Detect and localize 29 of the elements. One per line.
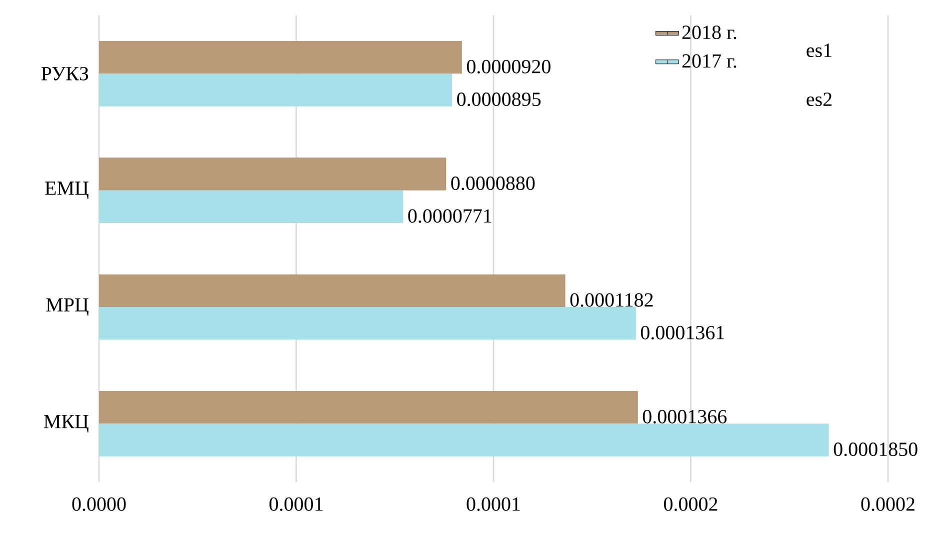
data-label: 0.0000920 xyxy=(466,60,550,74)
bar xyxy=(99,424,829,456)
y-tick-label: ЕМЦ xyxy=(45,182,88,200)
bar xyxy=(99,391,638,424)
x-tick-label: 0.0000 xyxy=(72,497,126,511)
bar xyxy=(99,190,404,224)
annotation: es2 xyxy=(806,92,832,106)
y-tick-label: РУКЗ xyxy=(41,66,88,80)
bar xyxy=(99,41,462,74)
y-tick-label: МКЦ xyxy=(44,415,88,432)
data-label: 0.0001850 xyxy=(834,442,918,456)
x-tick-label: 0.0002 xyxy=(861,497,914,511)
x-tick-label: 0.0001 xyxy=(466,497,520,511)
x-tick-label: 0.0002 xyxy=(664,497,718,511)
data-label: 0.0000880 xyxy=(451,176,535,190)
data-label: 0.0001182 xyxy=(570,293,653,307)
annotation: es1 xyxy=(806,44,832,58)
legend-label: 2017 г. xyxy=(682,54,736,68)
bar xyxy=(99,274,566,308)
data-label: 0.0000895 xyxy=(457,92,541,106)
legend-label: 2018 г. xyxy=(682,26,736,40)
bar xyxy=(99,307,636,340)
data-label: 0.0000771 xyxy=(408,209,492,223)
data-label: 0.0001361 xyxy=(640,326,724,340)
bar xyxy=(99,158,446,190)
bar xyxy=(99,74,452,106)
data-label: 0.0001366 xyxy=(642,410,727,424)
y-tick-label: МРЦ xyxy=(46,298,88,316)
x-tick-label: 0.0001 xyxy=(270,497,323,511)
